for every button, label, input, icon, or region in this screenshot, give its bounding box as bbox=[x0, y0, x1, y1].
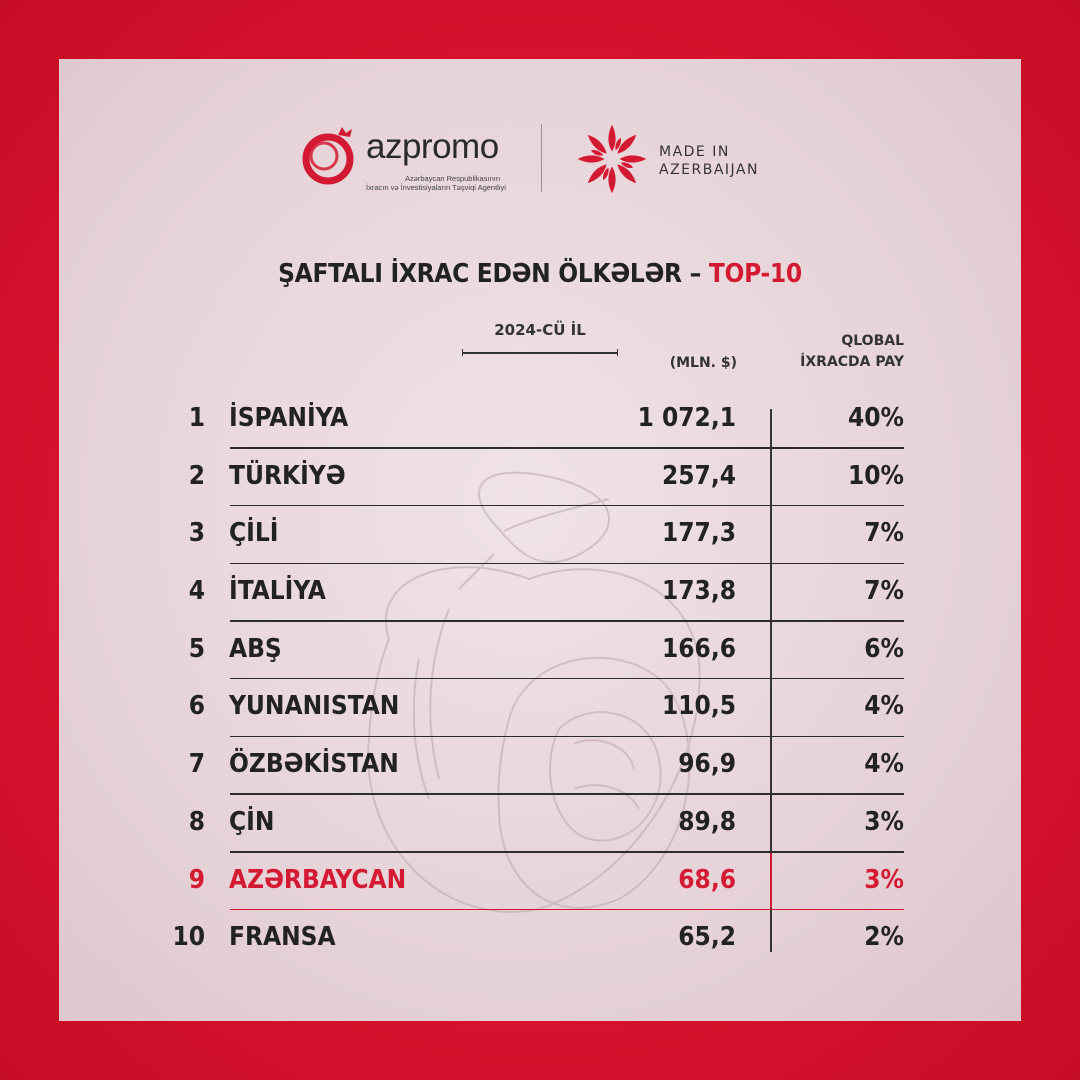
share-cell: 40% bbox=[848, 403, 904, 433]
rank-cell: 1 bbox=[188, 403, 205, 433]
value-cell: 89,8 bbox=[678, 806, 736, 837]
page-title: ŞAFTALI İXRAC EDƏN ÖLKƏLƏR – TOP-10 bbox=[59, 259, 1021, 289]
table-row: 1 İSPANİYA 1 072,1 40% bbox=[59, 391, 1021, 449]
table-row: 10 FRANSA 65,2 2% bbox=[59, 910, 1021, 968]
flower-star-icon bbox=[577, 124, 647, 194]
year-bracket bbox=[462, 349, 618, 356]
azpromo-logo: azpromo Azərbaycan Respublikasının İxrac… bbox=[300, 121, 510, 201]
row-divider bbox=[230, 620, 904, 622]
column-divider-highlight bbox=[770, 852, 772, 908]
country-cell: ÇİN bbox=[229, 806, 275, 837]
row-divider bbox=[230, 447, 904, 449]
table-row: 6 YUNANISTAN 110,5 4% bbox=[59, 679, 1021, 738]
azpromo-subtitle: Azərbaycan Respublikasının İxracın və İn… bbox=[366, 174, 506, 192]
rank-cell: 10 bbox=[172, 922, 205, 953]
azpromo-subtitle-line1: Azərbaycan Respublikasının bbox=[404, 174, 500, 183]
rank-cell: 4 bbox=[188, 576, 205, 607]
country-cell: ABŞ bbox=[229, 633, 282, 664]
made-in-azerbaijan-logo: MADE IN AZERBAIJAN bbox=[574, 121, 814, 201]
rank-cell: 6 bbox=[188, 691, 205, 722]
share-header-line2: İXRACDA PAY bbox=[800, 354, 904, 370]
made-in-azerbaijan-text: MADE IN AZERBAIJAN bbox=[659, 143, 759, 179]
rank-cell: 5 bbox=[188, 633, 205, 664]
infographic-card: azpromo Azərbaycan Respublikasının İxrac… bbox=[59, 59, 1021, 1021]
country-cell: AZƏRBAYCAN bbox=[229, 864, 407, 895]
value-cell: 177,3 bbox=[662, 518, 736, 549]
value-column-header: (MLN. $) bbox=[669, 355, 737, 371]
share-cell: 7% bbox=[864, 518, 904, 549]
value-cell: 1 072,1 bbox=[637, 403, 736, 433]
azpromo-subtitle-line2: İxracın və İnvestisiyaların Təşviqi Agen… bbox=[366, 183, 506, 192]
country-cell: İSPANİYA bbox=[229, 403, 349, 433]
value-cell: 65,2 bbox=[678, 922, 736, 953]
row-divider bbox=[230, 793, 904, 795]
rank-cell: 3 bbox=[188, 518, 205, 549]
header-divider bbox=[541, 124, 542, 192]
share-cell: 10% bbox=[848, 460, 904, 491]
value-cell: 166,6 bbox=[662, 633, 736, 664]
table-row: 5 ABŞ 166,6 6% bbox=[59, 622, 1021, 680]
rank-cell: 8 bbox=[188, 806, 205, 837]
table-row: 8 ÇİN 89,8 3% bbox=[59, 795, 1021, 853]
value-cell: 257,4 bbox=[662, 460, 736, 491]
title-accent: TOP-10 bbox=[708, 259, 802, 289]
row-divider bbox=[230, 677, 904, 680]
table-row: 2 TÜRKİYƏ 257,4 10% bbox=[59, 449, 1021, 507]
azpromo-pomegranate-icon bbox=[302, 127, 354, 185]
ranking-table: 1 İSPANİYA 1 072,1 40% 2 TÜRKİYƏ 257,4 1… bbox=[59, 391, 1021, 968]
country-cell: ÖZBƏKİSTAN bbox=[229, 749, 399, 780]
country-cell: TÜRKİYƏ bbox=[229, 460, 346, 491]
country-cell: FRANSA bbox=[229, 922, 336, 953]
made-in-line1: MADE IN bbox=[659, 144, 730, 160]
row-divider bbox=[230, 562, 904, 565]
table-row: 4 İTALİYA 173,8 7% bbox=[59, 564, 1021, 622]
share-cell: 6% bbox=[864, 633, 904, 664]
azpromo-wordmark: azpromo bbox=[366, 127, 499, 166]
column-divider bbox=[770, 409, 772, 952]
row-divider bbox=[230, 908, 904, 911]
share-cell: 2% bbox=[864, 922, 904, 953]
country-cell: İTALİYA bbox=[229, 576, 326, 607]
made-in-line2: AZERBAIJAN bbox=[659, 162, 759, 178]
year-label: 2024-CÜ İL bbox=[494, 321, 586, 339]
country-cell: YUNANISTAN bbox=[229, 691, 400, 722]
share-header-line1: QLOBAL bbox=[841, 333, 904, 349]
share-column-header: QLOBAL İXRACDA PAY bbox=[769, 331, 904, 373]
share-cell: 3% bbox=[864, 864, 904, 895]
value-cell: 110,5 bbox=[662, 691, 736, 722]
share-cell: 3% bbox=[864, 806, 904, 837]
value-cell: 173,8 bbox=[662, 576, 736, 607]
rank-cell: 7 bbox=[188, 749, 205, 780]
title-main: ŞAFTALI İXRAC EDƏN ÖLKƏLƏR – bbox=[278, 259, 702, 289]
share-cell: 7% bbox=[864, 576, 904, 607]
row-divider bbox=[230, 504, 904, 507]
rank-cell: 2 bbox=[188, 460, 205, 491]
row-divider bbox=[230, 735, 904, 738]
value-cell: 68,6 bbox=[678, 864, 736, 895]
table-row-highlighted: 9 AZƏRBAYCAN 68,6 3% bbox=[59, 853, 1021, 911]
row-divider bbox=[230, 851, 904, 853]
peach-illustration bbox=[367, 471, 701, 913]
value-cell: 96,9 bbox=[678, 749, 736, 780]
country-cell: ÇİLİ bbox=[229, 518, 279, 549]
table-row: 7 ÖZBƏKİSTAN 96,9 4% bbox=[59, 737, 1021, 795]
rank-cell: 9 bbox=[188, 864, 205, 895]
share-cell: 4% bbox=[864, 749, 904, 780]
share-cell: 4% bbox=[864, 691, 904, 722]
table-row: 3 ÇİLİ 177,3 7% bbox=[59, 506, 1021, 565]
